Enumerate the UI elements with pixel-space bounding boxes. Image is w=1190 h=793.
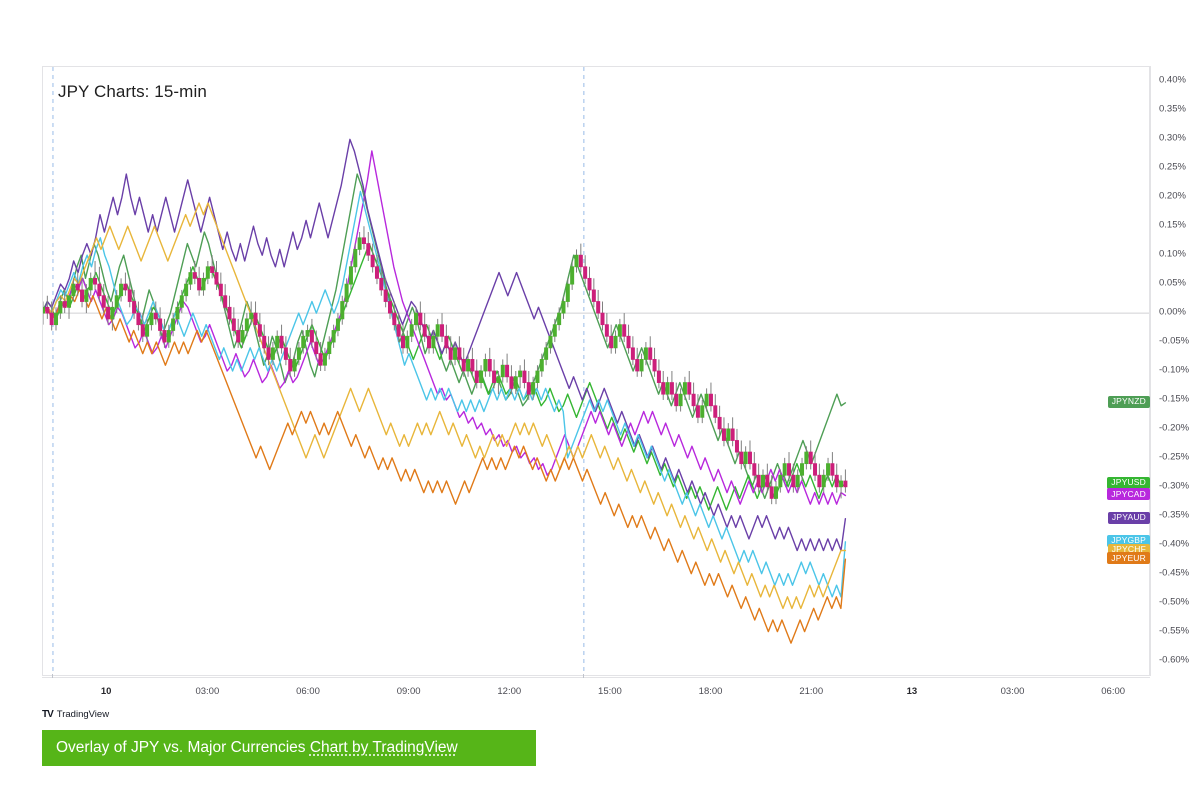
price-tick-label: -0.60% bbox=[1159, 654, 1190, 666]
price-tick-label: 0.20% bbox=[1159, 190, 1186, 202]
caption-bar: Overlay of JPY vs. Major Currencies Char… bbox=[42, 730, 536, 766]
price-tick-label: -0.35% bbox=[1159, 509, 1190, 521]
time-tick-mark bbox=[582, 674, 584, 678]
price-tick-label: -0.20% bbox=[1159, 422, 1190, 434]
price-tick-label: 0.00% bbox=[1159, 306, 1186, 318]
time-tick-label: 03:00 bbox=[195, 686, 220, 697]
price-tick-label: 0.25% bbox=[1159, 161, 1186, 173]
price-tick-label: -0.05% bbox=[1159, 335, 1190, 347]
price-tick-label: -0.15% bbox=[1159, 393, 1190, 405]
price-tick-label: -0.50% bbox=[1159, 596, 1190, 608]
caption-text: Overlay of JPY vs. Major Currencies Char… bbox=[42, 739, 458, 757]
chart-svg bbox=[43, 67, 1149, 675]
price-tick-label: 0.35% bbox=[1159, 103, 1186, 115]
legend-badge-jpyeur[interactable]: JPYEUR bbox=[1107, 552, 1150, 565]
price-tick-label: 0.30% bbox=[1159, 132, 1186, 144]
legend-badge-jpynzd[interactable]: JPYNZD bbox=[1107, 395, 1150, 408]
time-tick-label: 13 bbox=[906, 686, 918, 697]
time-tick-label: 12:00 bbox=[497, 686, 522, 697]
price-tick-label: -0.25% bbox=[1159, 451, 1190, 463]
tradingview-logo-icon: TV bbox=[42, 709, 54, 720]
price-tick-label: 0.05% bbox=[1159, 277, 1186, 289]
time-tick-label: 06:00 bbox=[1101, 686, 1126, 697]
series-JPYAUD bbox=[43, 138, 847, 552]
time-tick-label: 06:00 bbox=[296, 686, 320, 697]
tradingview-logo-text: TradingView bbox=[56, 709, 110, 721]
time-tick-label: 09:00 bbox=[396, 686, 421, 697]
chart-title: JPY Charts: 15-min bbox=[58, 82, 207, 101]
price-tick-label: 0.40% bbox=[1159, 74, 1186, 86]
caption-prefix: Overlay of JPY vs. Major Currencies bbox=[56, 739, 310, 756]
time-tick-label: 10 bbox=[100, 686, 112, 697]
price-axis[interactable]: 0.40% 0.35% 0.30% 0.25% 0.20% 0.15% 0.10% 0.05%… bbox=[1150, 66, 1190, 676]
series-JPYUSD bbox=[43, 242, 847, 511]
legend-badge-jpyaud[interactable]: JPYAUD bbox=[1107, 511, 1150, 524]
time-tick-label: 18:00 bbox=[698, 686, 723, 697]
caption-link[interactable]: Chart by TradingView bbox=[309, 739, 458, 756]
time-tick-label: 03:00 bbox=[1000, 686, 1025, 697]
legend-badge-jpycad[interactable]: JPYCAD bbox=[1107, 488, 1150, 501]
price-tick-label: 0.10% bbox=[1159, 248, 1186, 260]
time-tick-mark bbox=[51, 674, 53, 678]
price-tick-label: -0.45% bbox=[1159, 567, 1190, 579]
series-JPYCHF bbox=[43, 202, 847, 610]
time-tick-label: 21:00 bbox=[799, 686, 824, 697]
chart-plot-area[interactable] bbox=[42, 66, 1150, 676]
price-tick-label: 0.15% bbox=[1159, 219, 1186, 231]
price-tick-label: -0.55% bbox=[1159, 625, 1190, 637]
time-tick-label: 15:00 bbox=[598, 686, 622, 697]
series-JPYNZD bbox=[43, 173, 847, 500]
series-JPYEUR bbox=[43, 289, 847, 644]
price-tick-label: -0.30% bbox=[1159, 480, 1190, 492]
tradingview-branding: TV TradingView bbox=[42, 710, 109, 720]
legend-badge-jpyusd[interactable]: JPYUSD bbox=[1107, 476, 1150, 489]
price-tick-label: -0.40% bbox=[1159, 538, 1190, 550]
time-axis[interactable]: 10 03:00 06:00 09:00 12:00 15:00 18:00 21:00 13 0… bbox=[42, 674, 1150, 701]
chart-plot-clip bbox=[43, 67, 1149, 675]
price-tick-label: -0.10% bbox=[1159, 364, 1190, 376]
candlestick-series bbox=[43, 226, 848, 505]
